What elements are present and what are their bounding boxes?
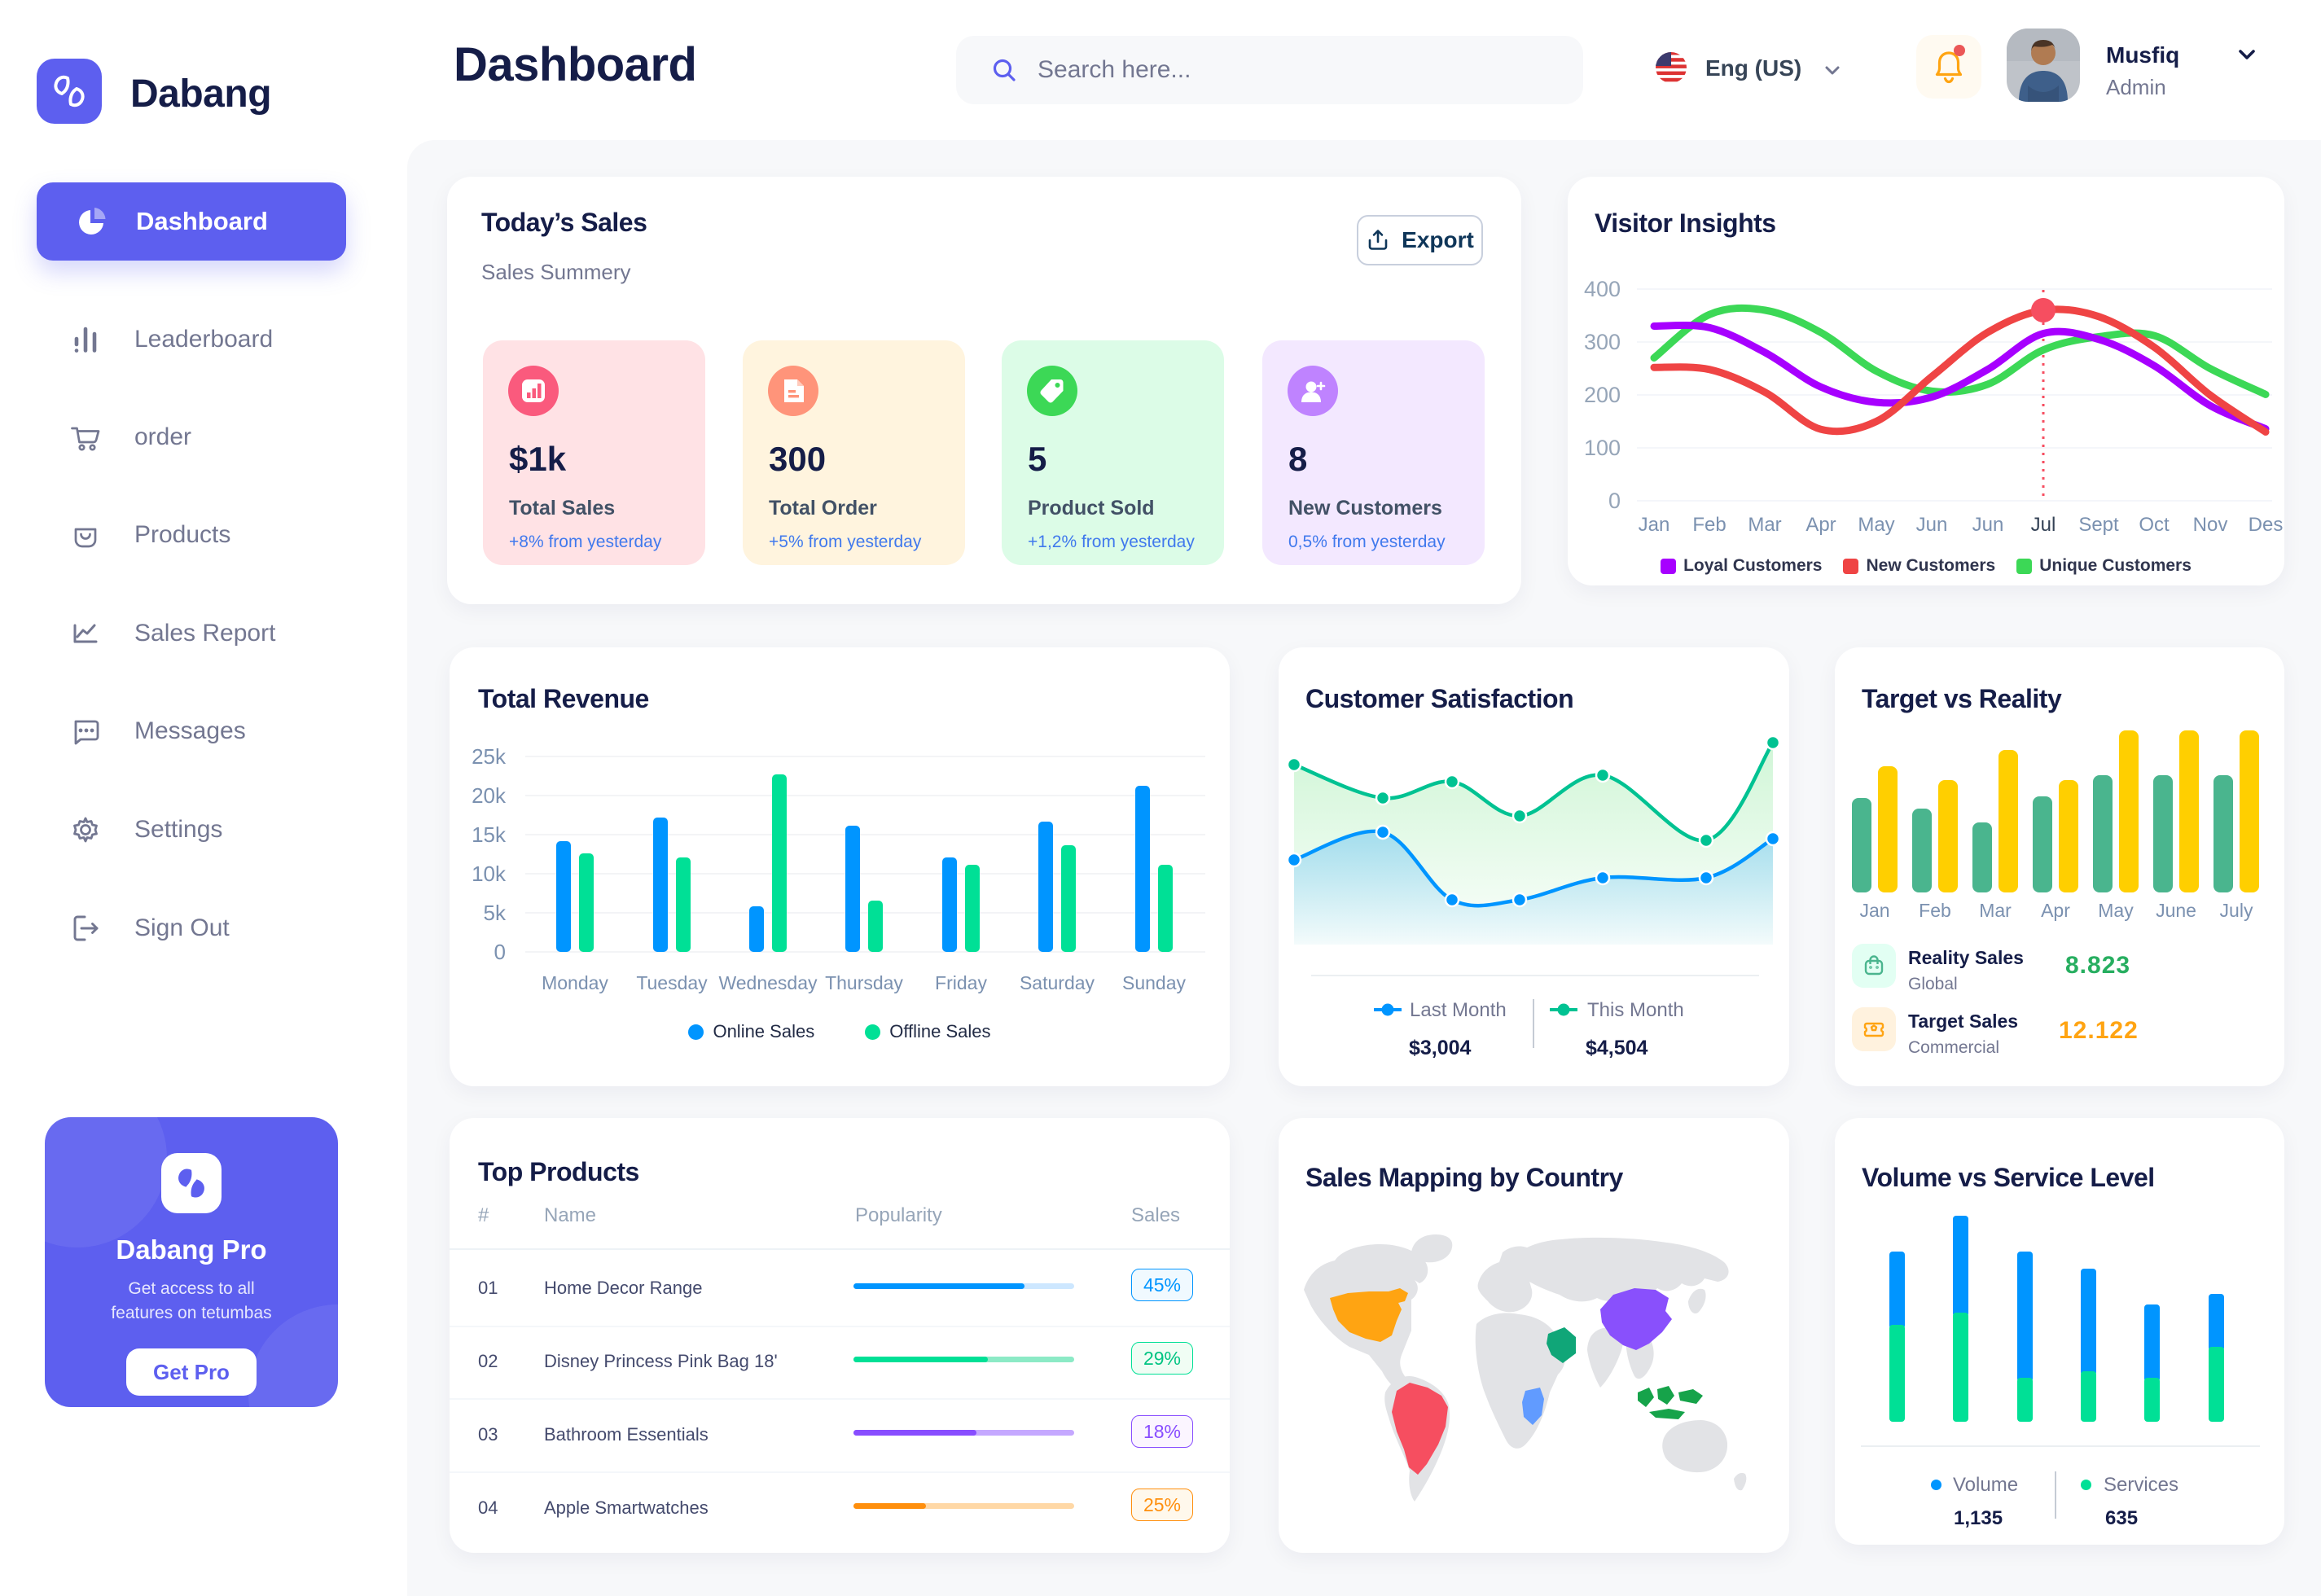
svg-text:Apr: Apr xyxy=(2041,900,2070,921)
svg-text:Mar: Mar xyxy=(1748,514,1781,536)
svg-text:Jun: Jun xyxy=(1916,514,1948,536)
svg-text:Nov: Nov xyxy=(2193,514,2228,536)
svg-text:Feb: Feb xyxy=(1919,900,1951,921)
svg-text:15k: 15k xyxy=(472,822,507,847)
svg-text:Sunday: Sunday xyxy=(1122,972,1187,993)
svg-text:Jul: Jul xyxy=(2031,514,2056,536)
svg-text:June: June xyxy=(2156,900,2196,921)
svg-text:May: May xyxy=(1858,514,1894,536)
svg-text:Friday: Friday xyxy=(935,972,987,993)
svg-text:Thursday: Thursday xyxy=(825,972,903,993)
svg-text:20k: 20k xyxy=(472,783,507,808)
svg-text:Jan: Jan xyxy=(1859,900,1889,921)
svg-text:25k: 25k xyxy=(472,744,507,769)
svg-text:0: 0 xyxy=(494,940,506,964)
svg-text:Wednesday: Wednesday xyxy=(718,972,818,993)
svg-text:Tuesday: Tuesday xyxy=(636,972,708,993)
svg-text:Jun: Jun xyxy=(1972,514,2004,536)
svg-text:Feb: Feb xyxy=(1692,514,1726,536)
svg-text:Saturday: Saturday xyxy=(1020,972,1095,993)
svg-text:Apr: Apr xyxy=(1805,514,1836,536)
svg-text:0: 0 xyxy=(1608,489,1621,513)
svg-text:May: May xyxy=(2098,900,2134,921)
svg-text:July: July xyxy=(2220,900,2253,921)
svg-text:Oct: Oct xyxy=(2139,514,2170,536)
svg-text:200: 200 xyxy=(1584,383,1621,407)
svg-text:Mar: Mar xyxy=(1979,900,2012,921)
svg-text:Monday: Monday xyxy=(542,972,608,993)
svg-text:Sept: Sept xyxy=(2078,514,2119,536)
svg-text:Des: Des xyxy=(2249,514,2284,536)
svg-text:100: 100 xyxy=(1584,436,1621,460)
svg-text:Jan: Jan xyxy=(1639,514,1670,536)
svg-text:5k: 5k xyxy=(484,901,507,925)
svg-text:300: 300 xyxy=(1584,330,1621,354)
svg-text:10k: 10k xyxy=(472,862,507,886)
svg-text:400: 400 xyxy=(1584,277,1621,301)
